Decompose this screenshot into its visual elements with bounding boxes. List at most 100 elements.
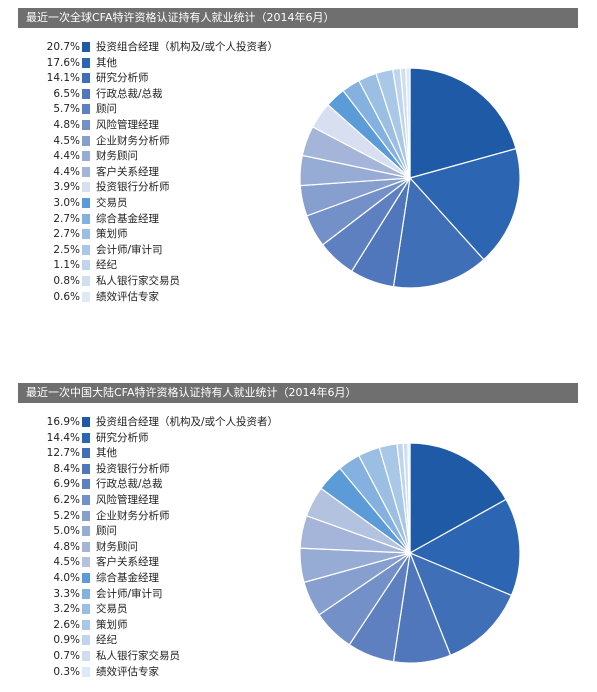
legend-label: 综合基金经理: [96, 212, 159, 225]
legend-label: 财务顾问: [96, 150, 138, 163]
legend-swatch: [82, 276, 90, 286]
legend-label: 研究分析师: [96, 431, 149, 444]
chart-panel-china: 最近一次中国大陆CFA特许资格认证持有人就业统计（2014年6月） 16.9% 投…: [0, 383, 597, 688]
legend-value: 6.2%: [53, 494, 80, 506]
legend-item: 0.9% 经纪: [18, 633, 308, 648]
legend-swatch: [82, 541, 90, 552]
legend-item: 3.0% 交易员: [18, 196, 308, 211]
legend-label: 其他: [96, 56, 117, 69]
legend-swatch: [82, 42, 90, 52]
legend-swatch: [82, 463, 90, 474]
legend-label: 企业财务分析师: [96, 134, 170, 147]
legend-label: 顾问: [96, 103, 117, 116]
legend-item: 0.7% 私人银行家交易员: [18, 649, 308, 664]
legend-value: 6.9%: [53, 478, 80, 491]
legend-value: 8.4%: [53, 462, 80, 475]
legend-value: 2.7%: [53, 212, 80, 225]
legend-value: 0.9%: [53, 634, 80, 647]
legend-value: 3.3%: [53, 587, 80, 600]
legend-value: 5.0%: [53, 525, 80, 538]
pie-chart: [299, 67, 521, 289]
legend-item: 4.8% 风险管理经理: [18, 118, 308, 133]
legend-item: 4.4% 财务顾问: [18, 149, 308, 164]
legend-swatch: [82, 651, 90, 661]
legend-value: 3.0%: [53, 197, 80, 209]
legend-swatch: [82, 573, 90, 583]
legend-label: 投资组合经理（机构及/或个人投资者）: [96, 416, 279, 428]
legend-value: 6.5%: [53, 87, 80, 100]
pie-slice: [392, 176, 485, 289]
legend-value: 0.7%: [53, 650, 80, 662]
legend-value: 14.4%: [46, 431, 80, 444]
legend-label: 风险管理经理: [96, 494, 159, 506]
legend-label: 经纪: [96, 634, 117, 647]
pie-slice: [405, 67, 411, 179]
legend-item: 4.5% 客户关系经理: [18, 555, 308, 570]
legend-swatch: [82, 229, 90, 240]
legend-swatch: [82, 104, 90, 115]
legend-item: 6.2% 风险管理经理: [18, 493, 308, 508]
legend-value: 4.5%: [53, 556, 80, 569]
legend-label: 绩效评估专家: [96, 290, 159, 303]
legend-label: 行政总裁/总裁: [96, 478, 163, 491]
legend-value: 4.8%: [53, 540, 80, 553]
legend-label: 投资银行分析师: [96, 462, 170, 475]
pie-slice: [409, 67, 517, 179]
legend-label: 私人银行家交易员: [96, 275, 180, 287]
legend-item: 17.6% 其他: [18, 56, 308, 71]
pie-chart: [299, 442, 521, 664]
pie-slice: [409, 442, 507, 555]
pie-slice: [407, 442, 411, 554]
legend-item: 12.7% 其他: [18, 446, 308, 461]
legend-value: 3.9%: [53, 181, 80, 194]
legend-swatch: [82, 151, 90, 162]
legend-value: 4.4%: [53, 150, 80, 163]
legend-item: 14.4% 研究分析师: [18, 431, 308, 446]
legend-item: 5.7% 顾问: [18, 102, 308, 117]
legend-item: 8.4% 投资银行分析师: [18, 462, 308, 477]
legend-label: 行政总裁/总裁: [96, 87, 163, 100]
legend-swatch: [82, 182, 90, 193]
legend-value: 2.6%: [53, 618, 80, 631]
legend-label: 交易员: [96, 197, 128, 209]
legend-swatch: [82, 479, 90, 490]
legend-swatch: [82, 73, 90, 84]
legend-label: 投资组合经理（机构及/或个人投资者）: [96, 41, 279, 53]
legend-label: 客户关系经理: [96, 556, 159, 569]
chart-panel-global: 最近一次全球CFA特许资格认证持有人就业统计（2014年6月） 20.7% 投资组…: [0, 8, 597, 338]
legend-label: 研究分析师: [96, 72, 149, 85]
legend-item: 3.3% 会计师/审计司: [18, 587, 308, 602]
legend-value: 3.2%: [53, 603, 80, 616]
legend-swatch: [82, 588, 90, 599]
legend-swatch: [82, 88, 90, 99]
legend-swatch: [82, 417, 90, 427]
legend-label: 策划师: [96, 618, 128, 631]
legend-item: 2.7% 策划师: [18, 227, 308, 242]
legend-swatch: [82, 120, 90, 130]
legend-value: 12.7%: [46, 447, 80, 460]
legend-value: 0.3%: [53, 665, 80, 678]
legend-label: 策划师: [96, 228, 128, 241]
legend-item: 20.7% 投资组合经理（机构及/或个人投资者）: [18, 40, 308, 55]
legend-label: 绩效评估专家: [96, 665, 159, 678]
legend-label: 综合基金经理: [96, 572, 159, 584]
legend-value: 0.6%: [53, 290, 80, 303]
legend-swatch: [82, 166, 90, 177]
legend-item: 2.5% 会计师/审计司: [18, 243, 308, 258]
legend-item: 16.9% 投资组合经理（机构及/或个人投资者）: [18, 415, 308, 430]
legend-swatch: [82, 635, 90, 646]
legend-item: 2.6% 策划师: [18, 618, 308, 633]
legend-label: 顾问: [96, 525, 117, 538]
legend-item: 14.1% 研究分析师: [18, 71, 308, 86]
legend-label: 私人银行家交易员: [96, 650, 180, 662]
legend-item: 3.9% 投资银行分析师: [18, 180, 308, 195]
legend-swatch: [82, 260, 90, 271]
legend-swatch: [82, 135, 90, 146]
pie-slice: [408, 551, 513, 657]
legend-swatch: [82, 619, 90, 630]
legend-item: 0.6% 绩效评估专家: [18, 290, 308, 305]
legend-value: 2.5%: [53, 243, 80, 256]
legend-label: 会计师/审计司: [96, 587, 163, 600]
legend-value: 20.7%: [46, 41, 80, 53]
legend-label: 会计师/审计司: [96, 243, 163, 256]
